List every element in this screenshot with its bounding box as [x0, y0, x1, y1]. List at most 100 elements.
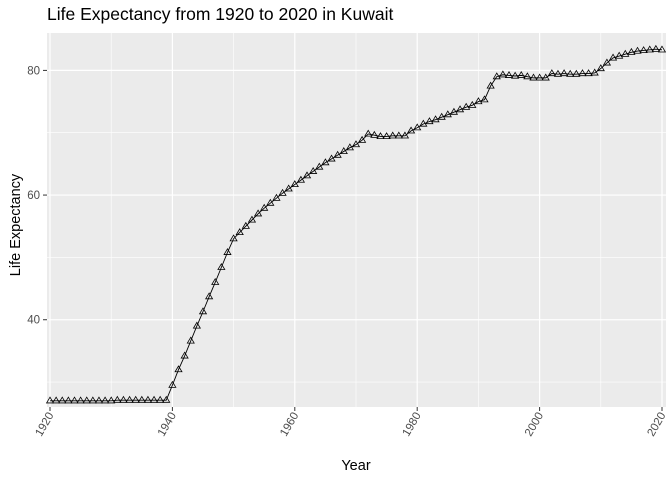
y-tick-label: 40	[27, 315, 40, 327]
data-point	[100, 396, 110, 404]
data-point	[339, 147, 348, 154]
data-point	[296, 175, 306, 183]
data-point	[462, 102, 471, 110]
data-point	[602, 58, 612, 66]
data-point	[596, 64, 605, 72]
data-point	[639, 46, 648, 54]
data-point	[608, 53, 618, 61]
data-point	[149, 395, 159, 403]
data-point	[535, 73, 544, 81]
data-point	[480, 95, 489, 103]
data-point	[523, 72, 532, 80]
x-tick-label: 1980	[401, 411, 424, 439]
data-point	[419, 119, 428, 127]
data-point	[64, 396, 73, 404]
data-point	[615, 51, 624, 59]
data-point	[260, 203, 269, 211]
data-point	[633, 46, 642, 54]
data-point	[364, 129, 373, 137]
x-tick-label: 1960	[278, 411, 301, 439]
data-point	[504, 71, 514, 78]
data-point	[143, 395, 153, 403]
data-markers	[45, 44, 667, 404]
x-tick-label: 1940	[156, 411, 179, 439]
data-point	[168, 380, 177, 388]
data-point	[541, 73, 550, 81]
data-point	[510, 71, 520, 79]
data-point	[156, 395, 165, 403]
data-point	[345, 143, 355, 151]
data-point	[137, 395, 146, 403]
data-point	[443, 110, 452, 118]
data-point	[113, 395, 122, 403]
data-point	[302, 171, 312, 179]
data-point	[645, 45, 654, 53]
data-point	[290, 180, 299, 188]
data-point	[376, 132, 385, 140]
data-point	[627, 47, 636, 55]
data-point	[266, 198, 275, 206]
data-point	[174, 365, 183, 373]
data-point	[241, 221, 250, 229]
data-point	[449, 107, 459, 115]
data-point	[223, 248, 232, 255]
data-point	[590, 68, 599, 76]
data-point	[333, 150, 342, 158]
data-point	[486, 81, 495, 89]
data-point	[186, 336, 195, 344]
data-point	[82, 396, 91, 404]
data-point	[437, 112, 446, 120]
data-point	[431, 115, 440, 123]
data-point	[370, 130, 379, 138]
data-point	[547, 69, 556, 77]
data-point	[357, 135, 367, 143]
data-point	[253, 209, 263, 217]
data-point	[125, 395, 134, 403]
data-point	[76, 396, 85, 404]
data-point	[94, 396, 104, 404]
y-tick-label: 80	[27, 65, 40, 77]
data-point	[388, 131, 397, 139]
data-point	[455, 105, 465, 113]
chart-title: Life Expectancy from 1920 to 2020 in Kuw…	[47, 4, 394, 24]
data-point	[198, 307, 208, 315]
data-point	[88, 396, 97, 404]
x-tick-label: 2000	[523, 411, 546, 439]
data-point	[58, 396, 67, 404]
y-tick-label: 60	[27, 190, 40, 202]
data-point	[553, 69, 563, 77]
data-point	[413, 123, 422, 131]
data-point	[578, 69, 587, 77]
data-point	[107, 396, 116, 404]
data-point	[657, 45, 667, 53]
data-point	[425, 117, 434, 125]
data-point	[621, 49, 630, 57]
data-point	[45, 396, 55, 404]
data-point	[235, 228, 244, 236]
data-point	[492, 72, 501, 80]
data-point	[351, 140, 361, 148]
data-point	[400, 131, 410, 139]
data-point	[192, 321, 202, 329]
data-point	[211, 277, 220, 285]
data-point	[406, 126, 416, 134]
data-point	[162, 395, 171, 403]
data-point	[229, 234, 238, 242]
data-point	[468, 100, 477, 108]
x-tick-label: 2020	[645, 411, 668, 439]
plot-panel	[47, 33, 666, 407]
data-point	[119, 395, 128, 403]
gridlines	[47, 33, 666, 407]
x-tick-label: 1920	[33, 411, 56, 439]
data-point	[321, 158, 330, 166]
data-point	[584, 69, 593, 77]
data-point	[315, 162, 324, 170]
data-point	[204, 292, 214, 300]
data-point	[51, 396, 61, 404]
data-point	[394, 131, 403, 139]
data-point	[572, 69, 581, 77]
data-point	[559, 69, 569, 77]
data-point	[247, 215, 257, 223]
data-point	[517, 71, 526, 78]
